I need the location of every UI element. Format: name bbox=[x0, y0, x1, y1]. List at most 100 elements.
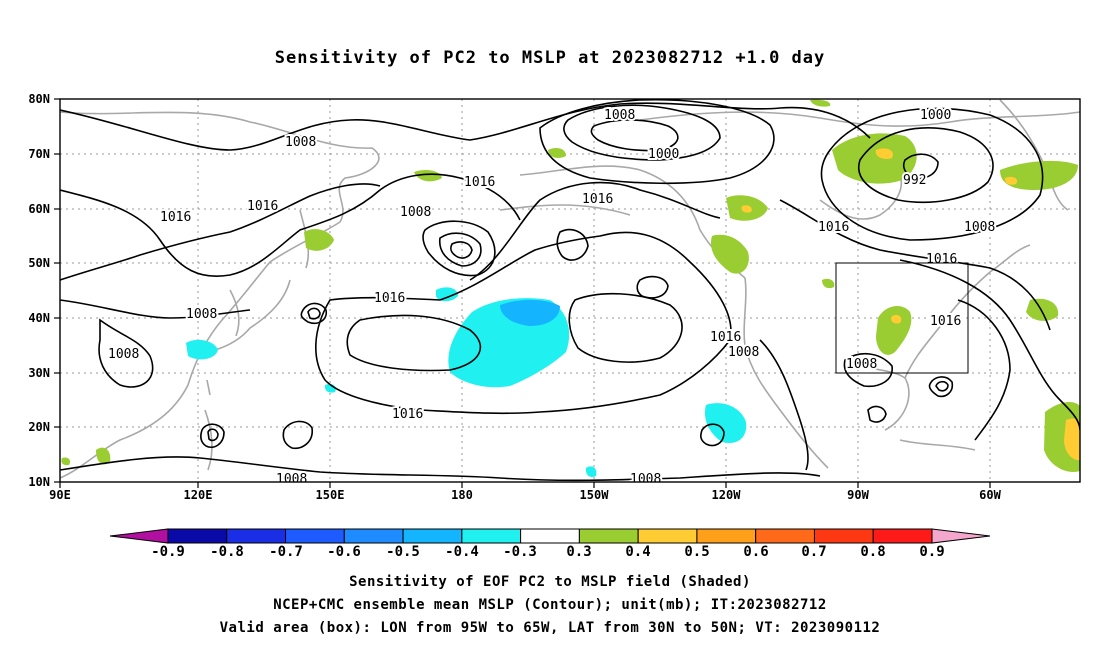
sensitivity-shading bbox=[61, 99, 1080, 478]
contour-1016-siberia bbox=[60, 173, 521, 277]
contour-1008-north-pacific bbox=[60, 102, 871, 151]
shade-positive-canada-core bbox=[741, 205, 752, 213]
contour-1016-nepac bbox=[469, 181, 721, 281]
colorbar-cell bbox=[461, 528, 522, 544]
shade-negative-dateline bbox=[436, 287, 458, 302]
contour-label: 1008 bbox=[285, 135, 316, 150]
contour-low-sw bbox=[282, 420, 313, 450]
mslp-contours bbox=[60, 99, 1080, 482]
contour-low-east-pacific bbox=[700, 423, 725, 447]
contour-label: 1016 bbox=[926, 252, 957, 267]
y-tick-label: 80N bbox=[28, 92, 50, 106]
contour-1008-iceland-outer bbox=[820, 107, 1044, 241]
colorbar-cell bbox=[520, 528, 580, 544]
contour-label: 1016 bbox=[160, 210, 191, 225]
coastline-japan bbox=[214, 279, 291, 351]
shade-positive-appalachia-core bbox=[891, 314, 902, 324]
x-tick-labels: 90E 120E 150E 180 150W 120W 90W 60W bbox=[49, 488, 1001, 502]
colorbar-label: -0.9 bbox=[151, 544, 185, 560]
contour-typhoon-2-inner bbox=[207, 428, 219, 442]
colorbar-cell bbox=[813, 528, 874, 544]
x-tick-label: 90W bbox=[847, 488, 869, 502]
contour-label: 1016 bbox=[247, 199, 278, 214]
caption-contour: NCEP+CMC ensemble mean MSLP (Contour); u… bbox=[273, 597, 827, 613]
contour-1008-tropics bbox=[60, 456, 821, 482]
contour-1008-asia-loop bbox=[98, 318, 154, 388]
contour-1008-low-inner-2 bbox=[450, 241, 473, 259]
shade-positive-arctic bbox=[810, 99, 831, 107]
contour-1016-asia bbox=[60, 183, 381, 281]
shade-positive-japan bbox=[304, 229, 334, 251]
shade-positive-hudson-small bbox=[822, 278, 835, 289]
colorbar-cell bbox=[578, 528, 639, 544]
colorbar-label: -0.4 bbox=[445, 544, 479, 560]
coastlines bbox=[60, 99, 1080, 479]
contour-label: 1016 bbox=[930, 314, 961, 329]
colorbar-cell bbox=[637, 528, 698, 544]
contour-1008-low-ne-siberia bbox=[422, 220, 496, 277]
contour-label: 1008 bbox=[186, 307, 217, 322]
contour-1008-us-low bbox=[843, 353, 893, 388]
contour-992-iceland-low bbox=[902, 153, 939, 180]
colorbar-label: -0.3 bbox=[503, 544, 537, 560]
colorbar-cell bbox=[343, 528, 404, 544]
shade-positive-greenland-east bbox=[1000, 160, 1078, 190]
contour-labels: 1008 1016 1016 1008 1016 1008 1016 1008 … bbox=[106, 106, 997, 487]
coastline-hudson bbox=[819, 174, 902, 220]
axis-ticks bbox=[54, 98, 991, 488]
valid-area-box bbox=[835, 262, 969, 374]
colorbar-label: -0.5 bbox=[386, 544, 420, 560]
shade-positive-iceland-low-core bbox=[875, 148, 893, 160]
contour-1008-low-inner-1 bbox=[438, 232, 482, 267]
contour-label: 1008 bbox=[630, 472, 661, 487]
contour-1000-arctic-low bbox=[563, 104, 721, 161]
contour-label: 1016 bbox=[710, 330, 741, 345]
contour-label: 1008 bbox=[846, 357, 877, 372]
shade-positive-africa-core bbox=[1064, 418, 1080, 461]
colorbar-label: -0.8 bbox=[210, 544, 244, 560]
y-tick-label: 40N bbox=[28, 311, 50, 325]
shade-negative-small-1 bbox=[585, 466, 597, 478]
y-tick-label: 20N bbox=[28, 420, 50, 434]
shade-negative-central-pacific-core bbox=[500, 299, 560, 326]
y-tick-label: 70N bbox=[28, 147, 50, 161]
colorbar-label: 0.3 bbox=[566, 544, 591, 560]
chart-title: Sensitivity of PC2 to MSLP at 2023082712… bbox=[274, 48, 826, 68]
colorbar-label: 0.7 bbox=[801, 544, 826, 560]
colorbar-cell bbox=[872, 528, 933, 544]
colorbar-cell bbox=[402, 528, 463, 544]
caption-shaded: Sensitivity of EOF PC2 to MSLP field (Sh… bbox=[349, 574, 751, 590]
contour-1008-asia bbox=[60, 299, 251, 319]
contour-1008-arctic-mid bbox=[539, 99, 775, 185]
shade-positive-iceland-low bbox=[832, 133, 917, 184]
shade-positive-greenland-east-core bbox=[1004, 176, 1018, 185]
contour-label: 1008 bbox=[728, 345, 759, 360]
contour-1016-east-canada bbox=[779, 199, 1051, 331]
shade-positive-rockies bbox=[710, 234, 749, 274]
x-tick-label: 150W bbox=[580, 488, 610, 502]
contour-label: 1016 bbox=[818, 220, 849, 235]
contour-label: 1008 bbox=[108, 347, 139, 362]
contour-label: 1016 bbox=[392, 407, 423, 422]
contour-hurricane-outer bbox=[928, 376, 954, 398]
shade-positive-appalachia bbox=[876, 306, 912, 355]
colorbar-label: 0.6 bbox=[743, 544, 768, 560]
x-tick-label: 90E bbox=[49, 488, 71, 502]
x-tick-label: 180 bbox=[451, 488, 473, 502]
contour-1016-bermuda bbox=[957, 299, 1011, 441]
contour-1016-inner bbox=[346, 314, 482, 372]
shade-positive-alaska bbox=[548, 148, 566, 158]
x-tick-label: 60W bbox=[979, 488, 1001, 502]
colorbar-cell bbox=[226, 528, 287, 544]
shade-negative-east-china bbox=[186, 339, 218, 360]
x-tick-label: 120W bbox=[712, 488, 742, 502]
coastline-us-east bbox=[904, 244, 1031, 379]
contour-typhoon-1-inner bbox=[307, 307, 321, 320]
contour-1016-hawaii-ridge bbox=[315, 231, 732, 415]
coastline-canada-arctic bbox=[639, 111, 1080, 127]
colorbar-cell bbox=[167, 528, 228, 544]
colorbar-end-high bbox=[931, 528, 991, 544]
coastline-korea bbox=[229, 289, 240, 337]
contour-label: 1008 bbox=[604, 108, 635, 123]
contour-typhoon-1-outer bbox=[300, 302, 328, 325]
